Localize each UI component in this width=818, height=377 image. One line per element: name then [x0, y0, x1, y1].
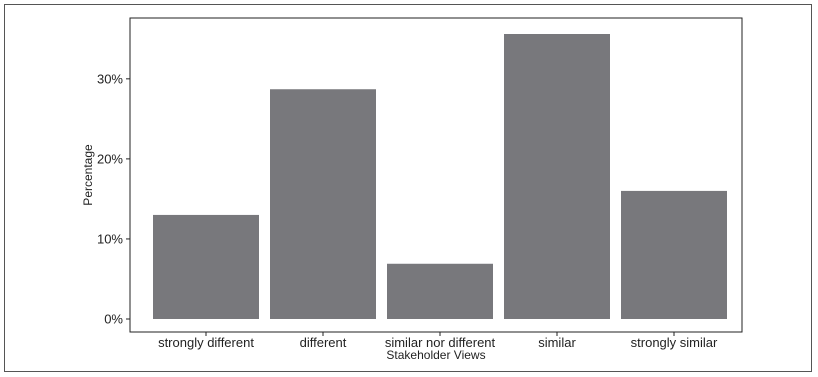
- x-tick-label: strongly similar: [631, 335, 718, 350]
- bar: [270, 89, 376, 319]
- x-axis-title: Stakeholder Views: [386, 348, 485, 362]
- y-axis: 0% 10% 20% 30%: [97, 71, 130, 327]
- y-axis-title: Percentage: [81, 144, 95, 206]
- y-tick-label: 20%: [97, 151, 123, 166]
- x-axis: strongly different different similar nor d…: [158, 332, 718, 350]
- x-tick-label: different: [300, 335, 347, 350]
- y-tick-label: 30%: [97, 71, 123, 86]
- x-tick-label: strongly different: [158, 335, 254, 350]
- x-tick-label: similar: [538, 335, 576, 350]
- y-tick-label: 10%: [97, 231, 123, 246]
- bar: [153, 214, 259, 319]
- bar: [504, 34, 610, 319]
- x-tick-label: similar nor different: [385, 335, 496, 350]
- bar: [387, 263, 493, 319]
- bars-group: [153, 34, 727, 319]
- y-tick-label: 0%: [104, 312, 123, 327]
- bar: [621, 190, 727, 319]
